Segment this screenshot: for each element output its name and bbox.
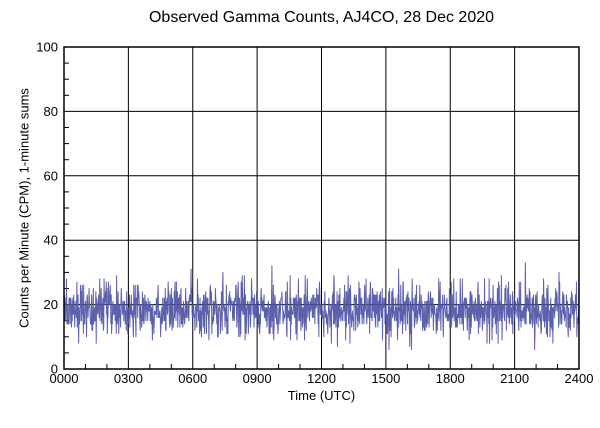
x-tick-label: 2400 bbox=[565, 371, 594, 386]
y-tick-label: 100 bbox=[36, 40, 58, 55]
x-tick-label: 2100 bbox=[500, 371, 529, 386]
x-tick-label: 1500 bbox=[371, 371, 400, 386]
y-tick-label: 0 bbox=[51, 362, 58, 377]
y-axis-label: Counts per Minute (CPM), 1-minute sums bbox=[16, 88, 32, 328]
y-tick-label: 80 bbox=[44, 104, 58, 119]
x-tick-label: 0000 bbox=[50, 371, 79, 386]
x-tick-label: 1800 bbox=[436, 371, 465, 386]
y-tick-label: 60 bbox=[44, 168, 58, 183]
chart-title: Observed Gamma Counts, AJ4CO, 28 Dec 202… bbox=[148, 9, 495, 26]
x-tick-label: 0300 bbox=[114, 371, 143, 386]
y-tick-label: 20 bbox=[44, 297, 58, 312]
plot-frame bbox=[63, 46, 580, 370]
data-line bbox=[63, 262, 580, 351]
x-tick-label: 1200 bbox=[307, 371, 336, 386]
x-tick-label: 0600 bbox=[178, 371, 207, 386]
x-tick-label: 0900 bbox=[243, 371, 272, 386]
x-axis-label: Time (UTC) bbox=[287, 388, 356, 403]
y-tick-label: 40 bbox=[44, 233, 58, 248]
